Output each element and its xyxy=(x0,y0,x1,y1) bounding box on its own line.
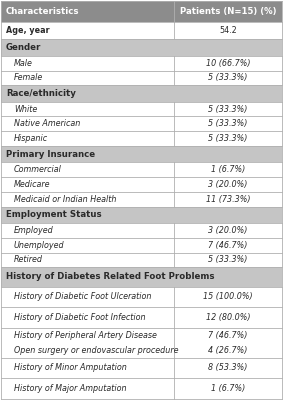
Text: 4 (26.7%): 4 (26.7%) xyxy=(208,346,248,355)
Text: Retired: Retired xyxy=(14,256,43,264)
Bar xyxy=(1,307,282,328)
Bar xyxy=(1,358,282,378)
Bar xyxy=(1,162,282,177)
Text: Patients (N=15) (%): Patients (N=15) (%) xyxy=(180,7,276,16)
Bar xyxy=(1,146,282,162)
Text: Age, year: Age, year xyxy=(6,26,50,35)
Text: 1 (6.7%): 1 (6.7%) xyxy=(211,384,245,393)
Text: History of Minor Amputation: History of Minor Amputation xyxy=(14,364,127,372)
Text: Characteristics: Characteristics xyxy=(6,7,80,16)
Bar xyxy=(1,378,282,399)
Text: 8 (53.3%): 8 (53.3%) xyxy=(208,364,248,372)
Text: 7 (46.7%): 7 (46.7%) xyxy=(208,241,248,250)
Text: History of Peripheral Artery Disease: History of Peripheral Artery Disease xyxy=(14,331,157,340)
Bar xyxy=(1,238,282,252)
Text: 12 (80.0%): 12 (80.0%) xyxy=(206,313,250,322)
Text: Medicaid or Indian Health: Medicaid or Indian Health xyxy=(14,195,117,204)
Bar xyxy=(1,252,282,267)
Text: Native American: Native American xyxy=(14,119,80,128)
Text: Hispanic: Hispanic xyxy=(14,134,48,143)
Bar xyxy=(1,177,282,192)
Text: 54.2: 54.2 xyxy=(219,26,237,35)
Text: 15 (100.0%): 15 (100.0%) xyxy=(203,292,253,302)
Text: Race/ethnicity: Race/ethnicity xyxy=(6,89,76,98)
Text: Male: Male xyxy=(14,59,33,68)
Text: 1 (6.7%): 1 (6.7%) xyxy=(211,165,245,174)
Text: Employment Status: Employment Status xyxy=(6,210,102,219)
Bar xyxy=(1,70,282,85)
Text: 5 (33.3%): 5 (33.3%) xyxy=(208,119,248,128)
Text: Commercial: Commercial xyxy=(14,165,62,174)
Bar xyxy=(1,328,282,358)
Bar xyxy=(1,286,282,307)
Text: 11 (73.3%): 11 (73.3%) xyxy=(206,195,250,204)
Bar xyxy=(1,56,282,70)
Text: 3 (20.0%): 3 (20.0%) xyxy=(208,226,248,235)
Bar xyxy=(1,1,282,22)
Text: History of Major Amputation: History of Major Amputation xyxy=(14,384,127,393)
Text: Primary Insurance: Primary Insurance xyxy=(6,150,95,159)
Text: Medicare: Medicare xyxy=(14,180,50,189)
Text: 5 (33.3%): 5 (33.3%) xyxy=(208,134,248,143)
Bar xyxy=(1,192,282,207)
Bar xyxy=(1,85,282,102)
Text: Unemployed: Unemployed xyxy=(14,241,65,250)
Bar xyxy=(1,207,282,223)
Text: Female: Female xyxy=(14,74,43,82)
Text: 5 (33.3%): 5 (33.3%) xyxy=(208,74,248,82)
Text: 5 (33.3%): 5 (33.3%) xyxy=(208,256,248,264)
Bar xyxy=(1,131,282,146)
Text: History of Diabetes Related Foot Problems: History of Diabetes Related Foot Problem… xyxy=(6,272,215,282)
Bar xyxy=(1,116,282,131)
Text: 7 (46.7%): 7 (46.7%) xyxy=(208,331,248,340)
Text: History of Diabetic Foot Ulceration: History of Diabetic Foot Ulceration xyxy=(14,292,151,302)
Text: 5 (33.3%): 5 (33.3%) xyxy=(208,104,248,114)
Bar xyxy=(1,40,282,56)
Text: History of Diabetic Foot Infection: History of Diabetic Foot Infection xyxy=(14,313,146,322)
Text: White: White xyxy=(14,104,37,114)
Bar xyxy=(1,267,282,286)
Text: Open surgery or endovascular procedure: Open surgery or endovascular procedure xyxy=(14,346,179,355)
Bar xyxy=(1,22,282,40)
Bar xyxy=(1,102,282,116)
Text: Gender: Gender xyxy=(6,43,41,52)
Text: 10 (66.7%): 10 (66.7%) xyxy=(206,59,250,68)
Bar xyxy=(1,223,282,238)
Text: 3 (20.0%): 3 (20.0%) xyxy=(208,180,248,189)
Text: Employed: Employed xyxy=(14,226,54,235)
